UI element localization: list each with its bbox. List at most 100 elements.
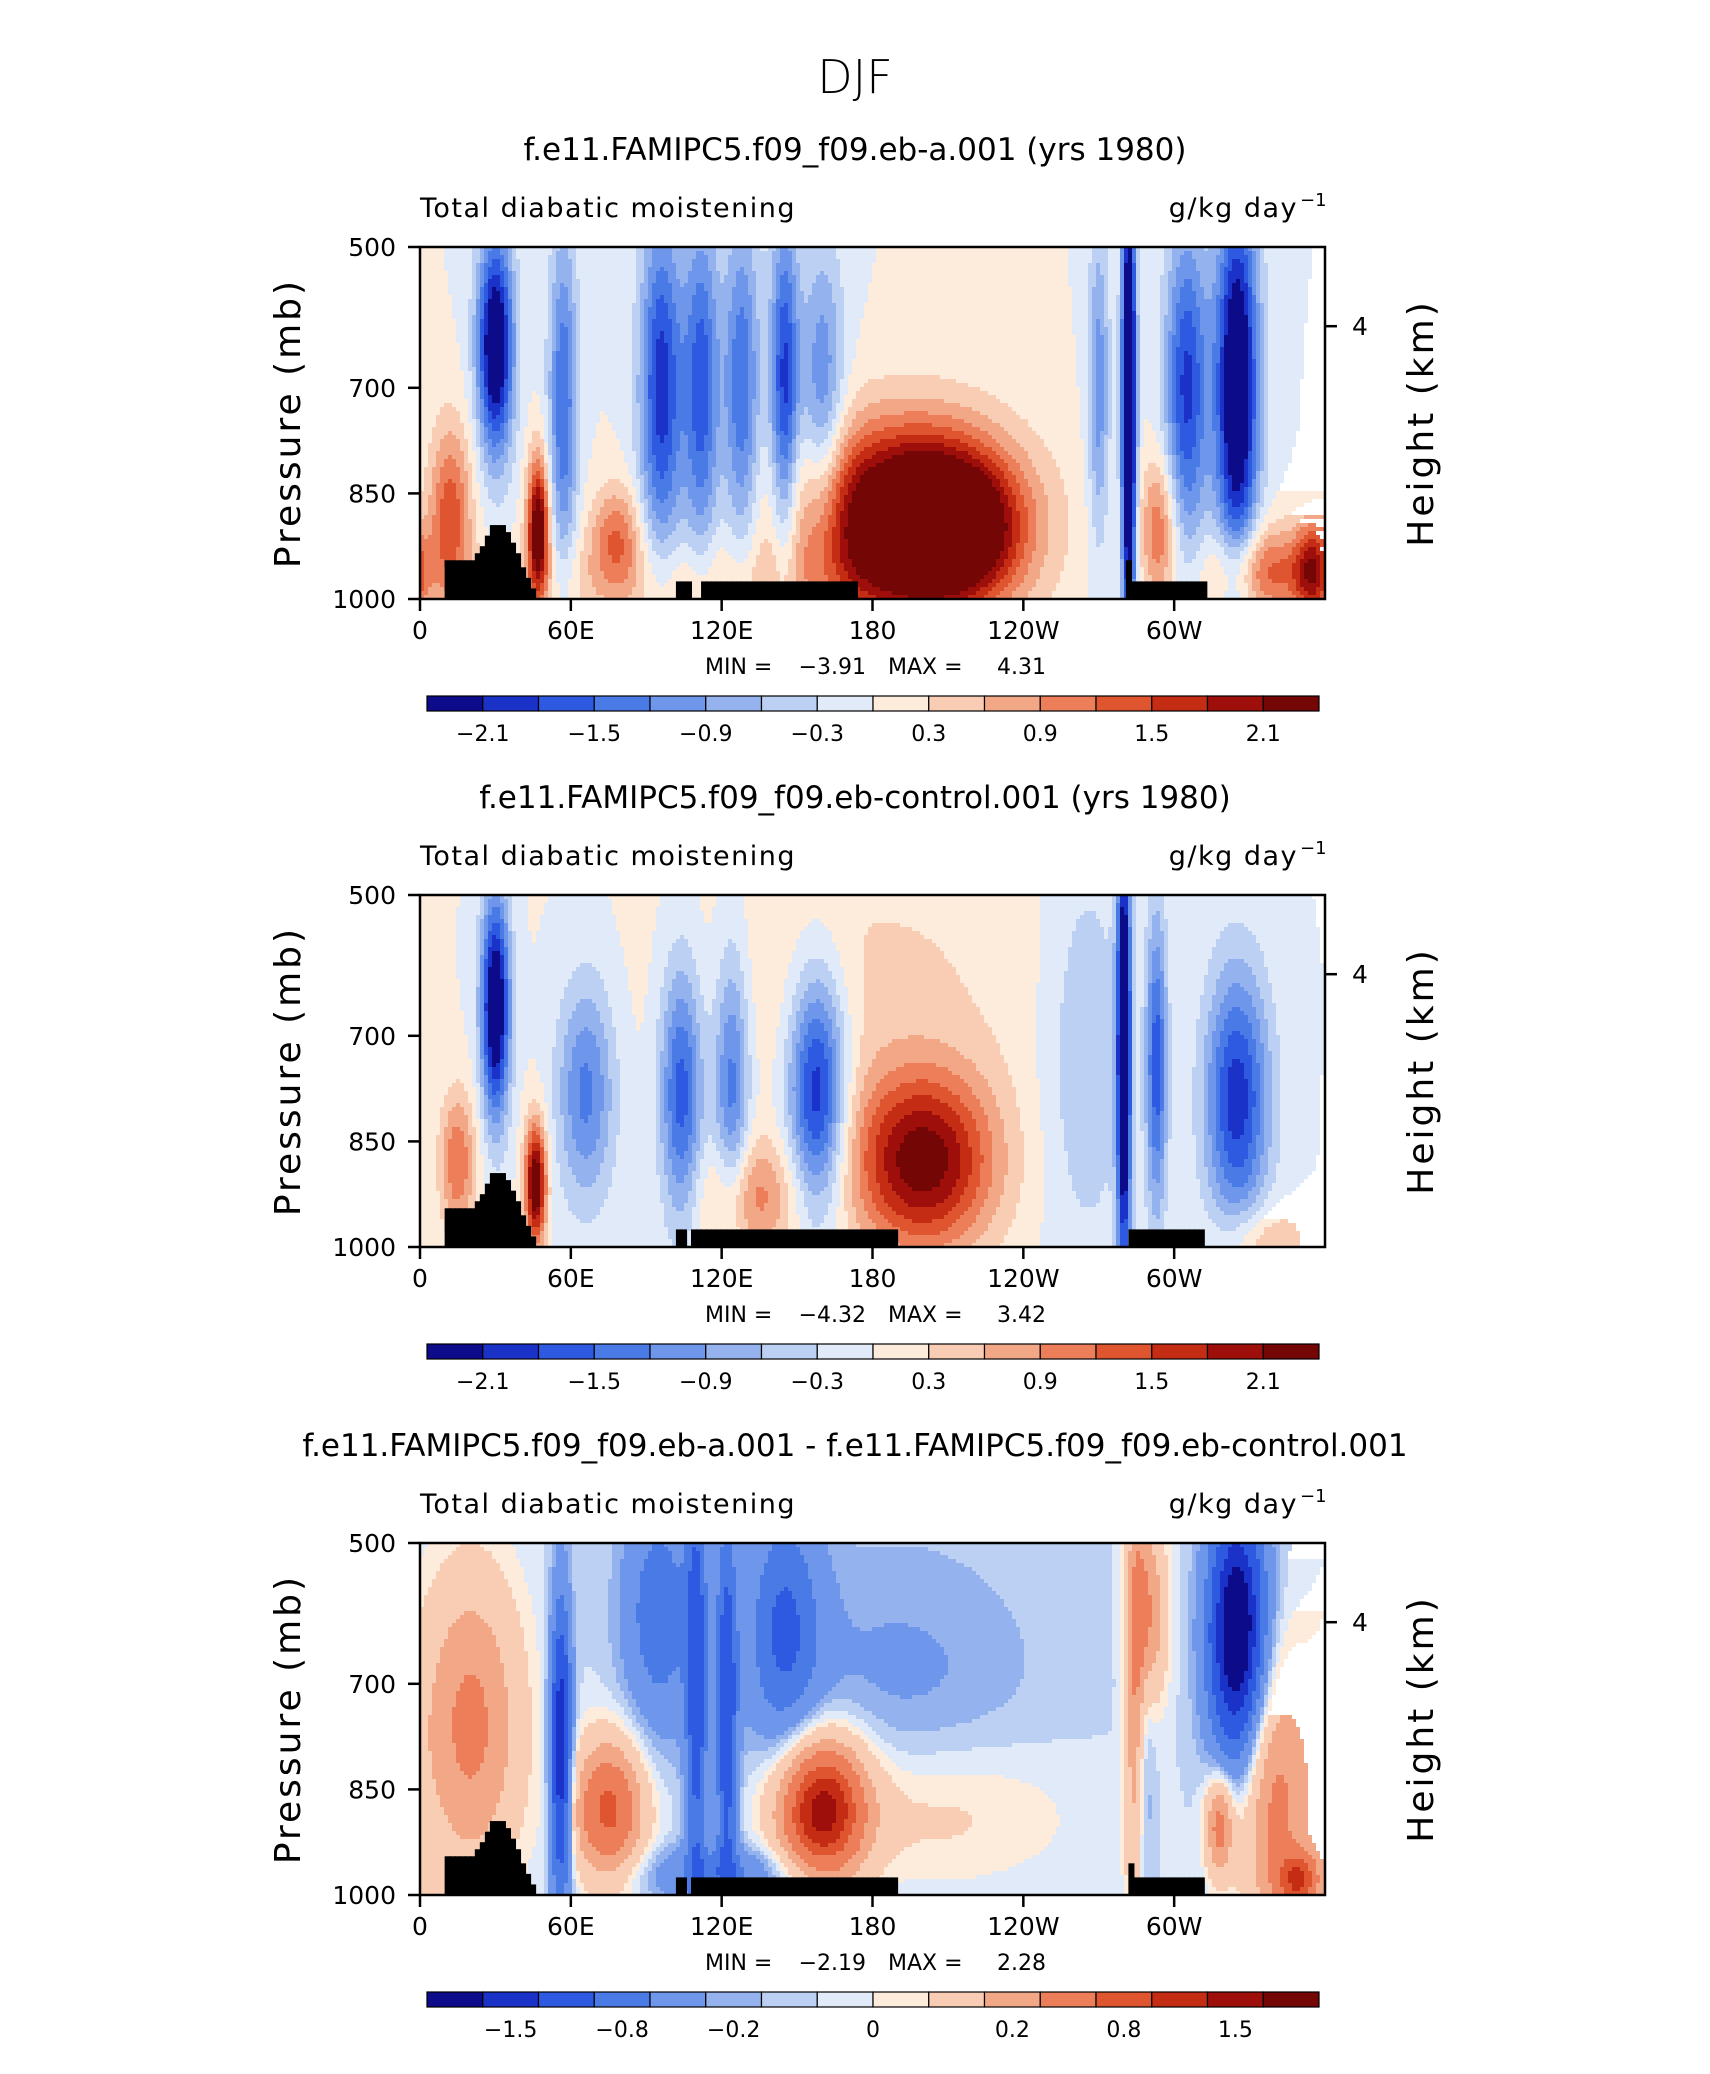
contour-cell [1256, 479, 1260, 483]
contour-cell [1088, 471, 1096, 475]
contour-cell [696, 327, 704, 331]
contour-cell [828, 483, 832, 487]
contour-cell [1180, 459, 1200, 463]
contour-cell [752, 331, 760, 335]
contour-cell [468, 299, 476, 303]
contour-cell [568, 339, 572, 343]
contour-cell [712, 439, 716, 443]
contour-cell [1116, 327, 1120, 331]
contour-cell [632, 315, 640, 319]
contour-cell [1256, 375, 1260, 379]
contour-cell [856, 471, 864, 475]
contour-cell [484, 355, 488, 359]
contour-cell [704, 251, 716, 255]
contour-cell [844, 367, 852, 371]
contour-cell [1216, 339, 1220, 343]
contour-cell [1160, 315, 1164, 319]
contour-cell [472, 279, 476, 283]
contour-cell [1176, 271, 1200, 275]
contour-cell [1080, 403, 1088, 407]
contour-cell [644, 335, 648, 339]
contour-cell [1068, 259, 1092, 263]
contour-cell [840, 411, 848, 415]
contour-cell [1084, 479, 1092, 483]
contour-cell [488, 391, 500, 395]
contour-cell [1160, 347, 1164, 351]
contour-cell [1180, 327, 1196, 331]
contour-cell [576, 275, 636, 279]
contour-cell [800, 355, 812, 359]
contour-cell [732, 247, 752, 251]
contour-cell [780, 487, 788, 491]
contour-cell [508, 271, 512, 275]
contour-cell [1260, 379, 1264, 383]
contour-cell [836, 347, 844, 351]
contour-cell [1144, 443, 1160, 447]
contour-cell [720, 279, 724, 283]
contour-cell [1192, 391, 1200, 395]
contour-cell [576, 263, 636, 267]
contour-cell [860, 463, 876, 467]
contour-cell [528, 443, 544, 447]
contour-cell [576, 483, 580, 487]
contour-cell [1096, 323, 1100, 327]
contour-cell [1108, 267, 1120, 271]
contour-cell [1124, 359, 1132, 363]
contour-cell [1252, 267, 1256, 271]
contour-cell [980, 467, 988, 471]
contour-cell [572, 387, 576, 391]
contour-cell [1256, 447, 1260, 451]
contour-cell [1180, 487, 1188, 491]
contour-cell [848, 383, 864, 387]
contour-cell [760, 359, 768, 363]
contour-cell [1172, 431, 1176, 435]
contour-cell [640, 415, 644, 419]
contour-cell [792, 323, 796, 327]
contour-cell [1108, 271, 1120, 275]
contour-cell [1116, 303, 1120, 307]
contour-cell [836, 323, 844, 327]
contour-cell [568, 379, 572, 383]
contour-cell [576, 251, 636, 255]
contour-cell [1120, 339, 1124, 343]
contour-cell [736, 427, 748, 431]
contour-cell [1028, 423, 1080, 427]
contour-cell [1172, 403, 1176, 407]
contour-cell [1120, 463, 1124, 467]
contour-cell [652, 323, 672, 327]
contour-cell [552, 431, 556, 435]
contour-cell [516, 303, 520, 307]
contour-cell [748, 283, 756, 287]
contour-cell [772, 395, 776, 399]
contour-cell [1088, 463, 1092, 467]
contour-cell [1096, 263, 1100, 267]
contour-cell [648, 371, 652, 375]
contour-cell [492, 295, 500, 299]
contour-cell [1168, 395, 1172, 399]
contour-cell [996, 475, 1004, 479]
contour-cell [1176, 375, 1180, 379]
contour-cell [752, 423, 756, 427]
contour-cell [1104, 391, 1108, 395]
contour-cell [1104, 443, 1108, 447]
contour-cell [812, 355, 832, 359]
contour-cell [1268, 483, 1280, 487]
contour-cell [1152, 423, 1160, 427]
contour-cell [1204, 431, 1216, 435]
contour-cell [836, 383, 840, 387]
contour-cell [508, 435, 512, 439]
contour-cell [576, 355, 580, 359]
contour-cell [1168, 387, 1172, 391]
contour-cell [1104, 303, 1108, 307]
contour-cell [832, 487, 836, 491]
contour-cell [552, 307, 556, 311]
contour-cell [748, 403, 752, 407]
contour-cell [1168, 295, 1172, 299]
contour-cell [844, 311, 864, 315]
contour-cell [1248, 411, 1252, 415]
contour-cell [1180, 287, 1192, 291]
contour-cell [976, 447, 992, 451]
contour-cell [1140, 311, 1160, 315]
contour-cell [1268, 271, 1312, 275]
contour-cell [1196, 419, 1204, 423]
